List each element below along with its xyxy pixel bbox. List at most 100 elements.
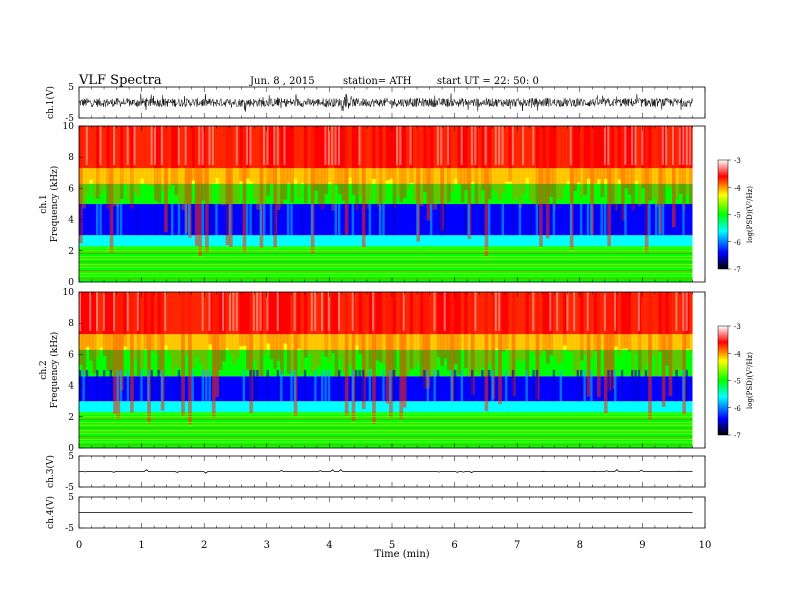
psd-streak: [436, 370, 440, 402]
x-tick-label: 5: [389, 540, 395, 551]
psd-streak: [290, 204, 293, 236]
x-tick-label: 0: [76, 540, 82, 551]
y-axis-label: ch.4(V): [45, 496, 56, 529]
channel-label: ch.2: [39, 360, 49, 379]
psd-streak: [665, 292, 669, 366]
psd-streak: [164, 292, 167, 331]
psd-streak: [460, 370, 464, 402]
psd-streak: [276, 292, 279, 331]
psd-streak: [624, 204, 627, 236]
psd-streak: [583, 292, 588, 355]
psd-streak: [375, 292, 380, 361]
psd-streak: [597, 292, 601, 398]
psd-streak: [396, 126, 398, 165]
psd-streak: [201, 204, 205, 236]
psd-streak: [276, 126, 281, 210]
psd-streak: [256, 292, 259, 331]
psd-streak: [351, 292, 356, 422]
psd-streak: [631, 292, 635, 377]
psd-streak: [580, 370, 583, 402]
psd-streak: [375, 126, 380, 207]
psd-streak: [321, 292, 323, 331]
psd-streak: [631, 370, 634, 402]
psd-streak: [542, 292, 547, 351]
colorbar-tick-label: -5: [734, 212, 741, 220]
psd-streak: [143, 292, 148, 350]
psd-streak: [590, 370, 593, 402]
psd-streak: [607, 126, 610, 165]
psd-streak: [569, 204, 573, 236]
psd-streak: [661, 126, 666, 207]
psd-streak: [617, 204, 620, 236]
psd-streak: [576, 370, 579, 402]
psd-streak: [113, 126, 116, 165]
psd-streak: [310, 292, 313, 331]
psd-streak: [494, 292, 497, 331]
psd-streak: [481, 370, 484, 402]
psd-streak: [600, 292, 605, 351]
psd-streak: [266, 292, 269, 331]
psd-streak: [106, 292, 110, 371]
psd-streak: [263, 292, 267, 355]
psd-streak: [620, 126, 625, 221]
psd-streak: [440, 126, 444, 230]
psd-streak: [617, 126, 622, 180]
psd-streak: [273, 292, 277, 369]
psd-streak: [491, 126, 496, 190]
psd-streak: [157, 370, 160, 402]
psd-streak: [430, 204, 433, 236]
psd-streak: [355, 370, 358, 402]
psd-streak: [488, 292, 492, 363]
psd-streak: [453, 292, 458, 365]
psd-streak: [198, 292, 202, 364]
psd-streak: [205, 292, 209, 378]
psd-streak: [334, 204, 337, 236]
psd-streak: [177, 204, 181, 236]
psd-streak: [307, 292, 312, 354]
ch2-colorbar: -3 -4 -5 -6 -7 log(PSD)(V²/Hz): [717, 323, 754, 440]
psd-streak: [474, 126, 479, 205]
psd-streak: [392, 204, 395, 236]
psd-streak: [382, 292, 386, 365]
psd-streak: [181, 126, 185, 211]
psd-streak: [215, 204, 218, 236]
psd-streak: [586, 292, 591, 397]
psd-streak: [310, 292, 315, 373]
psd-streak: [225, 204, 228, 236]
psd-streak: [515, 292, 519, 359]
psd-streak: [338, 292, 340, 331]
psd-streak: [276, 126, 279, 165]
psd-streak: [222, 126, 226, 206]
psd-streak: [413, 126, 417, 201]
psd-streak: [634, 292, 639, 354]
psd-streak: [191, 126, 196, 181]
psd-streak: [338, 204, 341, 236]
psd-streak: [201, 126, 204, 165]
psd-streak: [242, 292, 247, 346]
colorbar-tick-label: -4: [734, 350, 741, 358]
psd-streak: [290, 370, 293, 402]
psd-streak: [644, 370, 648, 402]
psd-streak: [225, 292, 230, 349]
psd-streak: [314, 292, 317, 331]
psd-streak: [188, 204, 191, 236]
psd-streak: [614, 292, 617, 331]
psd-streak: [126, 370, 130, 402]
psd-streak: [498, 292, 502, 405]
psd-streak: [242, 126, 247, 253]
psd-streak: [583, 126, 588, 195]
psd-streak: [150, 126, 153, 165]
psd-streak: [515, 126, 519, 198]
psd-streak: [126, 292, 129, 331]
psd-streak: [177, 292, 182, 368]
psd-streak: [344, 292, 349, 416]
psd-streak: [96, 126, 100, 199]
psd-streak: [338, 126, 340, 165]
psd-streak: [157, 292, 162, 374]
psd-streak: [389, 370, 392, 402]
psd-streak: [566, 126, 571, 181]
psd-streak: [358, 126, 361, 165]
x-tick-label: 7: [514, 540, 520, 551]
psd-streak: [116, 370, 119, 402]
psd-streak: [191, 370, 194, 402]
